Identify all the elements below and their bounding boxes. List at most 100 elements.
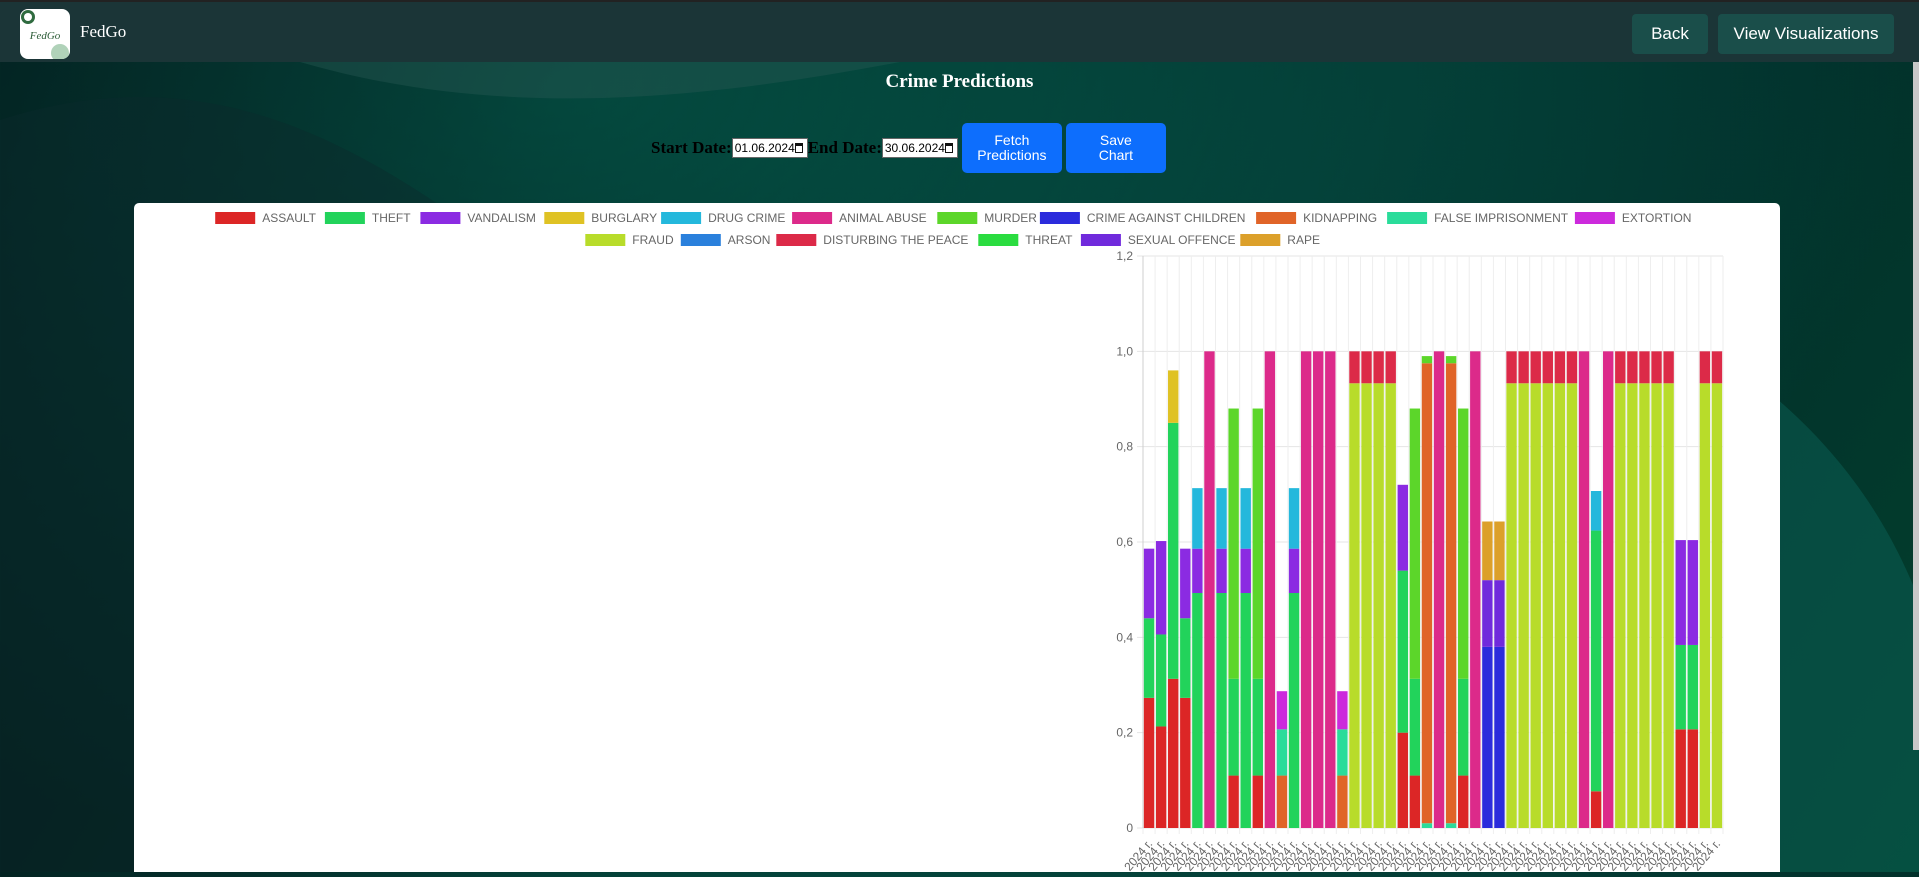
bar-segment-murder [1421, 356, 1433, 364]
legend-swatch-disturbing-the-peace [776, 234, 817, 246]
bar-segment-animal-abuse [1603, 351, 1614, 828]
legend-swatch-kidnapping [1256, 212, 1297, 224]
bar-segment-fraud [1627, 383, 1638, 828]
legend-label-crime-against-children: CRIME AGAINST CHILDREN [1087, 211, 1245, 225]
view-visualizations-button[interactable]: View Visualizations [1718, 14, 1894, 54]
legend-swatch-fraud [585, 234, 626, 246]
bar-segment-false-imprisonment [1421, 823, 1433, 828]
bar-segment-rape [1482, 521, 1493, 581]
app-logo[interactable]: FedGo [20, 9, 70, 59]
bar-segment-assault [1143, 697, 1155, 828]
bar-segment-fraud [1615, 383, 1626, 828]
bar-segment-fraud [1385, 383, 1396, 828]
legend-swatch-false-imprisonment [1387, 212, 1428, 224]
legend-label-fraud: FRAUD [632, 233, 674, 247]
bar-segment-false-imprisonment [1337, 729, 1348, 776]
start-date-input[interactable]: 01.06.2024 [731, 138, 808, 158]
legend-label-vandalism: VANDALISM [467, 211, 535, 225]
brand-name[interactable]: FedGo [80, 22, 127, 41]
legend-swatch-crime-against-children [1039, 212, 1080, 224]
bar-segment-assault [1590, 791, 1602, 828]
bar-segment-assault [1397, 732, 1408, 828]
bar-segment-disturbing-the-peace [1506, 351, 1517, 384]
scrollbar[interactable] [1913, 62, 1919, 750]
bar-segment-disturbing-the-peace [1518, 351, 1529, 384]
bar-segment-vandalism [1240, 548, 1251, 594]
bar-segment-assault [1155, 726, 1167, 828]
bar-segment-theft [1168, 422, 1179, 679]
bar-segment-sexual-offence [1494, 580, 1505, 647]
legend-label-murder: MURDER [984, 211, 1037, 225]
calendar-icon[interactable] [944, 143, 953, 153]
bar-segment-extortion [1337, 691, 1348, 730]
bar-segment-assault [1228, 775, 1239, 828]
bar-segment-burglary [1168, 370, 1179, 423]
legend-swatch-murder [937, 212, 978, 224]
bar-segment-assault [1252, 775, 1263, 828]
bar-segment-disturbing-the-peace [1615, 351, 1626, 384]
bar-segment-assault [1687, 729, 1698, 828]
bar-segment-drug-crime [1216, 488, 1227, 549]
bar-segment-vandalism [1216, 548, 1227, 594]
bar-segment-theft [1397, 570, 1408, 733]
legend-label-extortion: EXTORTION [1622, 211, 1692, 225]
bar-segment-vandalism [1143, 548, 1155, 619]
svg-text:FedGo: FedGo [29, 30, 61, 42]
bar-segment-theft [1288, 593, 1300, 828]
bar-segment-disturbing-the-peace [1651, 351, 1662, 384]
legend-label-kidnapping: KIDNAPPING [1303, 211, 1377, 225]
y-tick-label: 1,0 [1116, 344, 1133, 358]
start-date-label: Start Date: [651, 138, 732, 157]
bar-segment-vandalism [1288, 548, 1300, 594]
legend-label-theft: THEFT [372, 211, 411, 225]
end-date-value: 30.06.2024 [884, 141, 945, 155]
bar-segment-disturbing-the-peace [1663, 351, 1674, 384]
legend-swatch-drug-crime [661, 212, 702, 224]
chart-card: ASSAULT THEFT VANDALISM BURGLARY DRUG CRIME A… [134, 203, 1780, 874]
legend-swatch-assault [215, 212, 256, 224]
fetch-predictions-button[interactable]: Fetch Predictions [961, 123, 1062, 173]
legend-label-burglary: BURGLARY [591, 211, 657, 225]
bar-segment-fraud [1506, 383, 1517, 828]
bar-segment-crime-against-children [1494, 646, 1505, 828]
bar-segment-theft [1675, 644, 1686, 730]
bar-segment-kidnapping [1421, 363, 1433, 824]
bar-segment-fraud [1373, 383, 1384, 828]
bar-segment-disturbing-the-peace [1554, 351, 1566, 384]
legend-label-arson: ARSON [728, 233, 771, 247]
legend-label-assault: ASSAULT [262, 211, 316, 225]
bar-segment-assault [1675, 729, 1686, 828]
save-chart-button[interactable]: Save Chart [1065, 123, 1166, 173]
bar-segment-theft [1228, 678, 1239, 776]
bar-segment-animal-abuse [1204, 351, 1215, 828]
bar-segment-murder [1458, 408, 1469, 679]
bar-segment-disturbing-the-peace [1699, 351, 1711, 384]
bar-segment-animal-abuse [1578, 351, 1590, 828]
legend-label-threat: THREAT [1025, 233, 1073, 247]
bar-segment-theft [1180, 618, 1191, 698]
bar-segment-fraud [1518, 383, 1529, 828]
y-tick-label: 0,4 [1116, 630, 1133, 644]
bar-segment-fraud [1554, 383, 1566, 828]
calendar-icon[interactable] [794, 143, 803, 153]
y-tick-label: 0,2 [1116, 726, 1133, 740]
bar-segment-theft [1458, 678, 1469, 776]
bar-segment-fraud [1663, 383, 1674, 828]
save-label-line1: Save [1099, 132, 1132, 148]
bar-segment-sexual-offence [1482, 580, 1493, 647]
legend-swatch-extortion [1574, 212, 1615, 224]
bar-segment-murder [1252, 408, 1263, 679]
bar-segment-animal-abuse [1433, 351, 1445, 828]
y-tick-label: 0,8 [1116, 440, 1133, 454]
bar-segment-assault [1180, 697, 1191, 828]
bar-segment-theft [1143, 618, 1155, 698]
end-date-input[interactable]: 30.06.2024 [881, 138, 958, 158]
bar-segment-vandalism [1155, 541, 1167, 635]
bar-segment-disturbing-the-peace [1361, 351, 1372, 384]
bar-segment-false-imprisonment [1276, 729, 1288, 776]
bar-segment-fraud [1530, 383, 1541, 828]
legend-label-animal-abuse: ANIMAL ABUSE [839, 211, 927, 225]
y-tick-label: 0 [1126, 821, 1133, 835]
date-controls: Start Date: 01.06.2024 End Date: 30.06.2… [651, 123, 1166, 173]
back-button[interactable]: Back [1632, 14, 1708, 54]
